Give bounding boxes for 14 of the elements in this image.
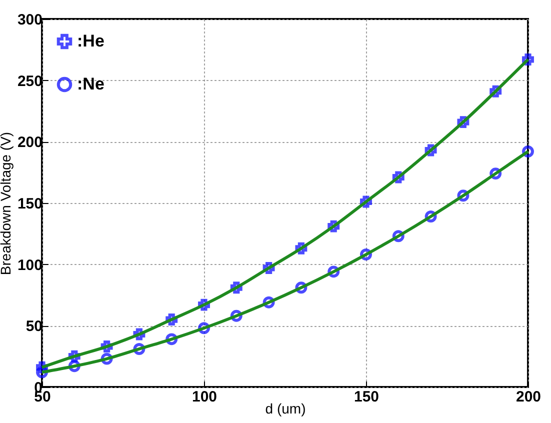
y-tick-label: 250 [17,72,42,90]
y-axis-title: Breakdown Voltage (V) [0,132,14,276]
y-tick-label: 100 [17,256,42,274]
x-tick-label: 150 [354,388,380,406]
x-tick-label: 100 [192,388,218,406]
legend-label: :He [77,32,104,50]
y-tick-label: 50 [26,318,42,336]
x-tick-label: 200 [516,388,542,406]
point [522,146,534,158]
legend-label: :Ne [77,74,104,94]
y-tick-label: 200 [17,134,42,152]
y-tick-label: 150 [17,196,42,212]
y-tick-label: 300 [17,12,42,28]
x-axis-title: d (um) [265,400,306,416]
